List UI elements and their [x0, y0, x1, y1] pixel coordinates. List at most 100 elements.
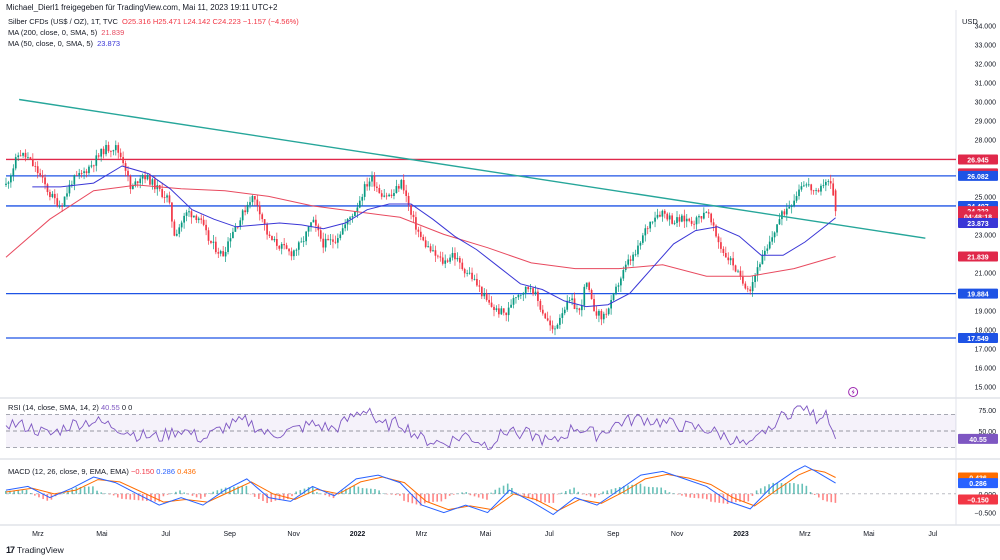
candle-body: [14, 157, 17, 169]
ma50-legend[interactable]: MA (50, close, 0, SMA, 5) 23.873: [8, 39, 122, 48]
ma50-line: [32, 165, 836, 308]
candle-body: [466, 272, 469, 274]
candle-body: [368, 181, 371, 187]
macd-histogram-bar: [710, 493, 712, 502]
candle-body: [107, 144, 110, 152]
symbol-legend[interactable]: Silber CFDs (US$ / OZ), 1T, TVC O25.316 …: [8, 17, 301, 26]
candle-body: [659, 214, 661, 217]
macd-histogram-bar: [461, 492, 463, 494]
candle-body: [68, 184, 71, 194]
time-axis[interactable]: Mrz Mai Jul Sep Nov 2022 Mrz Mai Jul Sep Nov 2023 Mr…: [32, 531, 938, 538]
candle-body: [471, 272, 473, 280]
macd-histogram-bar: [664, 490, 667, 494]
macd-histogram-bar: [809, 492, 812, 494]
candle-body: [812, 190, 815, 192]
macd-histogram-bar: [390, 493, 393, 495]
candle-body: [319, 230, 322, 239]
macd-histogram-bar: [776, 483, 779, 494]
macd-histogram-bar: [179, 490, 181, 494]
macd-histogram-bar: [83, 486, 86, 494]
time-tick-label: Mrz: [32, 531, 44, 538]
candle-body: [297, 242, 300, 250]
candle-body: [278, 245, 281, 249]
candle-body: [629, 259, 632, 261]
candle-body: [790, 205, 793, 207]
time-tick-label: Nov: [287, 531, 300, 538]
candle-body: [110, 151, 112, 153]
candle-body: [356, 207, 359, 212]
candle-body: [754, 275, 756, 283]
candle-body: [58, 206, 61, 207]
candle-body: [224, 251, 227, 257]
macd-histogram-bar: [502, 485, 505, 494]
candle-body: [559, 317, 561, 325]
macd-histogram-bar: [477, 493, 480, 498]
macd-histogram-bar: [548, 493, 550, 503]
macd-histogram-bar: [419, 493, 422, 506]
candle-body: [185, 212, 188, 216]
macd-histogram-bar: [307, 487, 310, 494]
candle-body: [407, 195, 410, 206]
candle-body: [305, 231, 307, 242]
macd-histogram-bar: [718, 493, 721, 503]
candle-body: [207, 230, 210, 241]
candle-body: [71, 184, 73, 186]
macd-histogram-bar: [560, 492, 563, 494]
candle-body: [566, 300, 569, 310]
candle-body: [468, 272, 471, 274]
candle-body: [734, 265, 737, 272]
candle-body: [515, 297, 517, 299]
macd-histogram-bar: [606, 490, 609, 494]
macd-histogram-bar: [544, 493, 546, 503]
candle-body: [434, 250, 437, 256]
macd-histogram-bar: [772, 482, 774, 494]
macd-histogram-bar: [602, 491, 604, 494]
candle-body: [615, 286, 617, 294]
candle-body: [634, 254, 637, 256]
price-tick-label: 17.000: [975, 346, 997, 353]
macd-histogram-bar: [386, 493, 389, 495]
macd-histogram-bar: [527, 493, 530, 498]
candle-body: [666, 213, 669, 220]
time-tick-label: Sep: [223, 531, 236, 538]
candle-body: [410, 205, 412, 215]
candle-body: [795, 196, 798, 201]
time-tick-label: Mrz: [799, 531, 811, 538]
candle-body: [10, 175, 12, 183]
macd-histogram-bar: [38, 493, 40, 498]
candle-body: [829, 181, 832, 184]
macd-histogram-bar: [444, 493, 447, 500]
ma200-legend[interactable]: MA (200, close, 0, SMA, 5) 21.839: [8, 28, 126, 37]
candle-body: [300, 241, 303, 243]
macd-histogram-bar: [735, 493, 737, 503]
macd-histogram-bar: [685, 493, 687, 497]
price-tick-label: 33.000: [975, 42, 997, 49]
price-tick-label: 23.000: [975, 232, 997, 239]
macd-histogram-bar: [34, 493, 36, 496]
candle-body: [800, 186, 803, 190]
candle-body: [141, 175, 144, 179]
time-tick-label: Nov: [671, 531, 684, 538]
candle-body: [720, 242, 722, 249]
macd-legend[interactable]: MACD (12, 26, close, 9, EMA, EMA) −0.150…: [8, 467, 196, 476]
rsi-legend[interactable]: RSI (14, close, SMA, 14, 2) 40.55 0 0: [8, 403, 132, 412]
macd-histogram-bar: [519, 493, 521, 495]
candle-body: [117, 145, 120, 153]
candle-body: [88, 166, 90, 174]
tradingview-brand[interactable]: 17 TradingView: [6, 545, 64, 555]
price-label-box: [958, 218, 998, 228]
macd-histogram-bar: [100, 492, 103, 494]
candle-body: [329, 239, 332, 241]
candle-body: [100, 148, 103, 157]
price-label-text: 26.082: [967, 174, 989, 181]
macd-histogram-bar: [353, 485, 356, 494]
candle-body: [756, 267, 759, 276]
candle-body: [324, 238, 327, 248]
candle-body: [822, 185, 825, 187]
candle-body: [424, 240, 427, 248]
candle-body: [695, 217, 698, 225]
candle-body: [627, 259, 630, 265]
candle-body: [363, 184, 366, 197]
